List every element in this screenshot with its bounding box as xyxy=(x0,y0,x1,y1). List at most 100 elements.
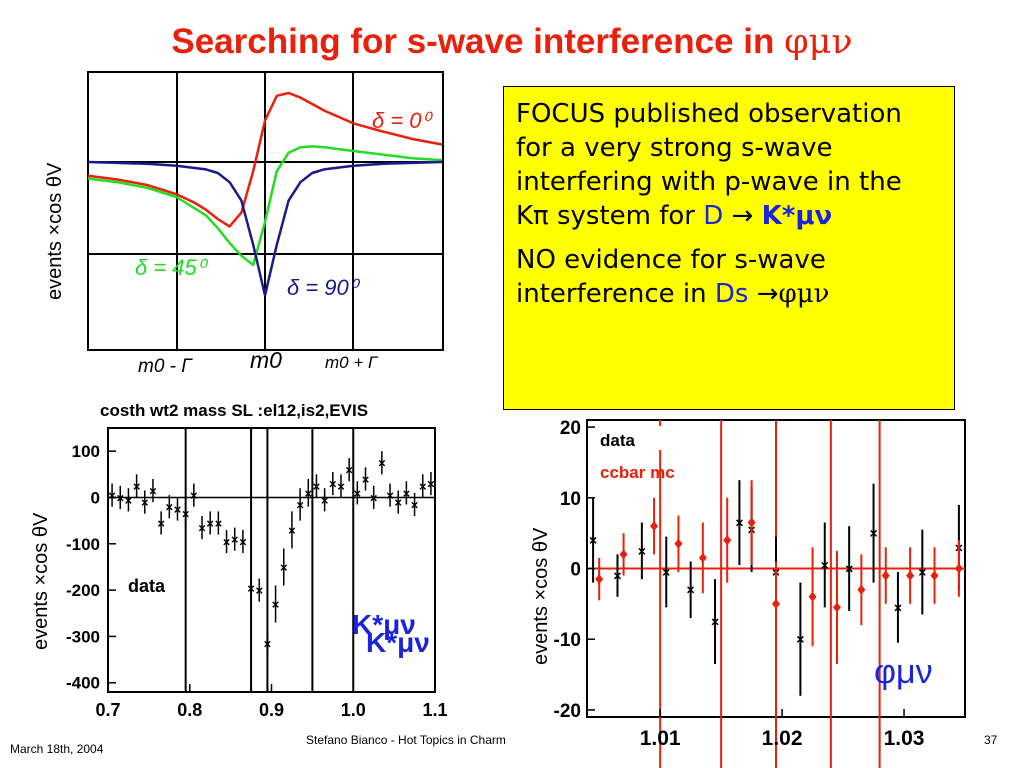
chart3-point-data: × xyxy=(735,515,743,531)
note-text-1: FOCUS published observation for a very s… xyxy=(516,99,902,231)
chart3-point-mc xyxy=(906,570,915,581)
page-number: 37 xyxy=(984,733,998,747)
note-text-2: NO evidence for s-wave interference in xyxy=(516,245,826,309)
chart2-point: × xyxy=(321,493,329,508)
chart2-decay-label: K*μν xyxy=(352,609,416,640)
chart2-xtick-label-2: 0.9 xyxy=(259,700,284,720)
chart2-point: × xyxy=(141,495,149,510)
chart2-point: × xyxy=(394,495,402,510)
chart2-point: × xyxy=(427,477,435,492)
chart2-point: × xyxy=(288,523,296,538)
chart3-point-data: × xyxy=(711,614,719,630)
chart2-point: × xyxy=(198,521,206,536)
note-arrow-2: → xyxy=(748,279,779,309)
chart2-ytick-label-4: -300 xyxy=(66,627,100,646)
chart2-point: × xyxy=(174,502,182,517)
chart3-xtick-label-2: 1.03 xyxy=(884,727,925,750)
chart3-point-mc xyxy=(772,598,780,609)
footer-center: Stefano Bianco - Hot Topics in Charm xyxy=(306,733,506,747)
chart2-point: × xyxy=(223,534,231,549)
chart2-xtick-label-4: 1.1 xyxy=(422,700,447,720)
chart2-point: × xyxy=(133,479,141,494)
chart2-ytick-label-0: 100 xyxy=(72,442,100,461)
chart3-point-mc xyxy=(954,563,963,574)
chart3-point-mc xyxy=(832,602,841,613)
chart3-ytick-label-3: -10 xyxy=(554,630,581,651)
chart3-point-data: × xyxy=(918,564,926,580)
kstar-data-chart: costh wt2 mass SL :el12,is2,EVIS 100 0 -10… xyxy=(66,401,448,720)
chart3-point-mc xyxy=(698,552,707,563)
chart3-point-data: × xyxy=(869,525,877,541)
note-product: φμν xyxy=(778,279,830,309)
chart3-legend-data: data xyxy=(600,431,636,450)
phi-data-chart: 20100-10-201.011.021.03×××××××××××××××× … xyxy=(554,418,966,768)
chart3-xtick-label-0: 1.01 xyxy=(640,727,681,750)
chart3-point-mc xyxy=(857,584,866,595)
chart2-point: × xyxy=(166,500,174,515)
chart2-point: × xyxy=(337,479,345,494)
chart3-point-data: × xyxy=(613,568,621,584)
xtick-m0-minus: m0 - Γ xyxy=(138,356,193,377)
chart3-ytick-label-1: 10 xyxy=(560,489,581,510)
delta45-label: δ = 45⁰ xyxy=(135,255,209,280)
note-decay-d: D xyxy=(703,201,724,231)
chart2-point: × xyxy=(231,532,239,547)
chart3-point-mc xyxy=(723,535,732,546)
chart3-xtick-label-1: 1.02 xyxy=(762,727,803,750)
note-box: FOCUS published observation for a very s… xyxy=(503,86,955,410)
chart2-point: × xyxy=(108,488,116,503)
chart3-point-mc xyxy=(650,521,659,532)
chart2-point: × xyxy=(182,507,190,522)
chart2-point: × xyxy=(125,493,133,508)
interference-curves-chart: δ = 0⁰ δ = 45⁰ δ = 90⁰ m0 - Γ m0 m0 + Γ xyxy=(87,71,444,377)
chart2-point: × xyxy=(206,516,214,531)
curve-series-1 xyxy=(87,145,443,267)
xtick-m0: m0 xyxy=(250,347,282,373)
chart2-xtick-label-1: 0.8 xyxy=(177,700,202,720)
chart2-point: × xyxy=(411,497,419,512)
chart2-ytick-label-2: -100 xyxy=(66,535,100,554)
curve-series-0 xyxy=(87,91,443,228)
chart3-point-data: × xyxy=(687,582,695,598)
chart3-ytick-label-2: 0 xyxy=(570,560,581,581)
slide-title-text: Searching for s-wave interference in xyxy=(171,22,785,61)
chart2-point: × xyxy=(370,490,378,505)
chart2-title: costh wt2 mass SL :el12,is2,EVIS xyxy=(100,401,368,420)
footer-date: March 18th, 2004 xyxy=(10,742,104,756)
note-decay-product: K*μν xyxy=(761,201,833,231)
chart3-point-data: × xyxy=(796,631,804,647)
slide-title: Searching for s-wave interference in φμν xyxy=(0,22,1024,62)
chart2-point: × xyxy=(403,486,411,501)
chart3-point-mc xyxy=(674,538,683,549)
note-paragraph-1: FOCUS published observation for a very s… xyxy=(516,97,942,233)
chart3-point-data: × xyxy=(662,564,670,580)
chart2-point: × xyxy=(247,581,255,596)
chart3-ytick-label-4: -20 xyxy=(554,701,581,722)
chart3-point-data: × xyxy=(589,532,597,548)
chart3-point-mc xyxy=(930,570,939,581)
chart2-point: × xyxy=(313,479,321,494)
chart2-point: × xyxy=(239,534,247,549)
chart3-ytick-label-0: 20 xyxy=(560,418,581,439)
chart2-point: × xyxy=(378,456,386,471)
chart2-point: × xyxy=(116,490,124,505)
chart2-point: × xyxy=(149,484,157,499)
delta0-label: δ = 0⁰ xyxy=(372,108,434,133)
chart3-point-data: × xyxy=(638,543,646,559)
chart2-point: × xyxy=(304,486,312,501)
slide-title-symbol: φμν xyxy=(784,22,853,62)
chart2-ytick-label-3: -200 xyxy=(66,581,100,600)
chart2-xtick-label-3: 1.0 xyxy=(341,700,366,720)
chart3-point-data: × xyxy=(845,561,853,577)
chart2-xtick-label-0: 0.7 xyxy=(95,700,120,720)
chart3-point-data: × xyxy=(821,557,829,573)
delta90-label: δ = 90⁰ xyxy=(287,275,361,300)
chart3-legend-bg xyxy=(596,426,666,450)
chart2-decay-label-shadow: K*μν xyxy=(366,627,430,658)
chart2-data-label: data xyxy=(128,576,166,596)
chart3-legend-mc: ccbar mc xyxy=(600,463,675,482)
chart2-point: × xyxy=(419,479,427,494)
chart2-point: × xyxy=(264,636,272,651)
chart2-point: × xyxy=(386,488,394,503)
